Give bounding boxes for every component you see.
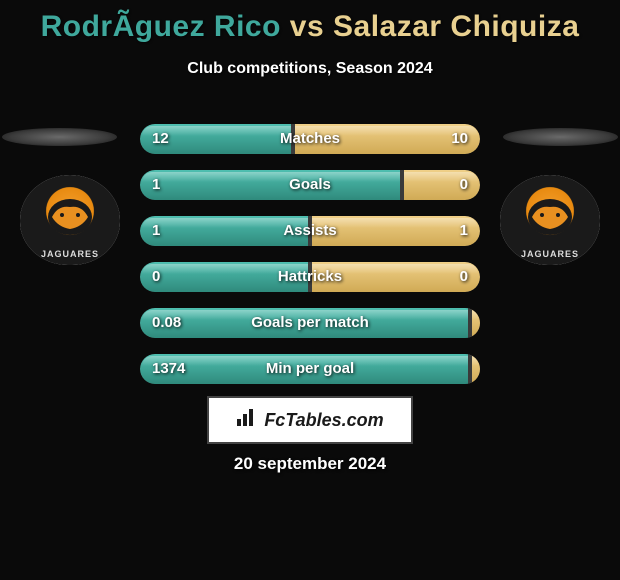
team-badge-right: JAGUARES [500, 175, 600, 265]
fctables-logo-text: FcTables.com [264, 410, 383, 431]
title-vs: vs [290, 10, 324, 43]
bar-value-right: 1 [460, 216, 468, 246]
shadow-ellipse-right [503, 128, 618, 146]
bar-value-left: 1 [152, 170, 160, 200]
bar-value-left: 0 [152, 262, 160, 292]
comparison-bars: Matches1210Goals10Assists11Hattricks00Go… [140, 124, 480, 400]
bar-label: Hattricks [140, 262, 480, 292]
team-badge-text-right: JAGUARES [500, 249, 600, 259]
jaguar-icon [40, 195, 100, 245]
footer-date: 20 september 2024 [0, 454, 620, 474]
title-player2: Salazar Chiquiza [333, 10, 579, 43]
bar-value-left: 1374 [152, 354, 185, 384]
bar-value-left: 12 [152, 124, 169, 154]
bar-row: Hattricks0 0 [140, 262, 480, 292]
bar-row: Assists1 1 [140, 216, 480, 246]
subtitle: Club competitions, Season 2024 [0, 60, 620, 78]
team-badge-text-left: JAGUARES [20, 249, 120, 259]
fctables-logo: FcTables.com [207, 396, 413, 444]
bar-label: Min per goal [140, 354, 480, 384]
bar-row: Goals1 0 [140, 170, 480, 200]
infographic-container: RodrÃ­guez Rico vs Salazar Chiquiza Club… [0, 0, 620, 580]
bar-label: Goals per match [140, 308, 480, 338]
bar-value-right: 10 [451, 124, 468, 154]
bar-value-right: 0 [460, 262, 468, 292]
bar-row: Matches12 10 [140, 124, 480, 154]
bar-value-right: 0 [460, 170, 468, 200]
bar-row: Goals per match0.08 [140, 308, 480, 338]
team-badge-inner: JAGUARES [20, 175, 120, 265]
bar-value-left: 0.08 [152, 308, 181, 338]
bars-chart-icon [236, 409, 258, 432]
team-badge-left: JAGUARES [20, 175, 120, 265]
bar-row: Min per goal1374 [140, 354, 480, 384]
bar-label: Assists [140, 216, 480, 246]
bar-value-left: 1 [152, 216, 160, 246]
page-title: RodrÃ­guez Rico vs Salazar Chiquiza [0, 0, 620, 44]
team-badge-inner: JAGUARES [500, 175, 600, 265]
jaguar-icon [520, 195, 580, 245]
shadow-ellipse-left [2, 128, 117, 146]
title-player1: RodrÃ­guez Rico [41, 10, 281, 43]
bar-label: Matches [140, 124, 480, 154]
bar-label: Goals [140, 170, 480, 200]
